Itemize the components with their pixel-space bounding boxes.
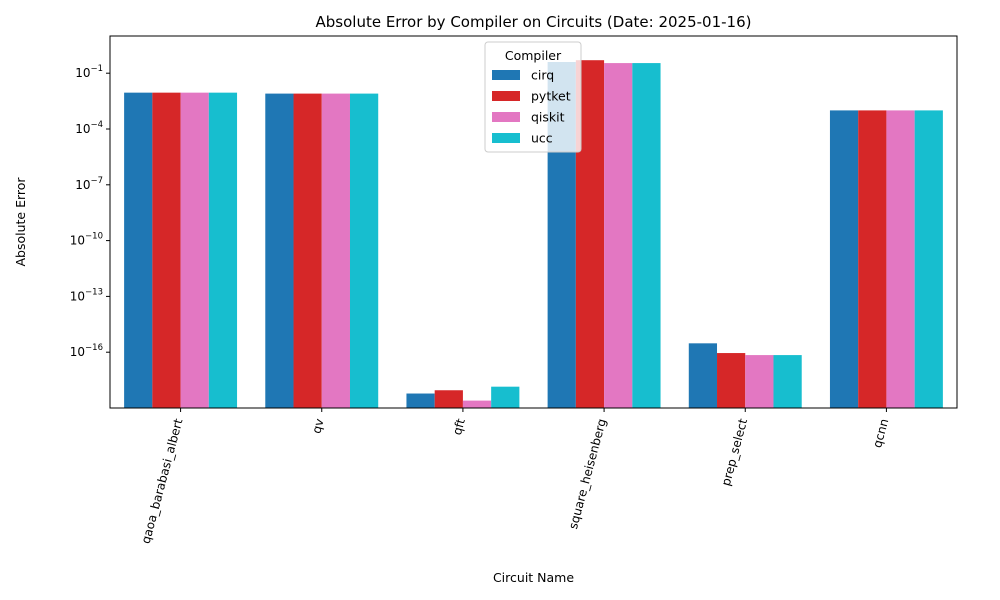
y-tick-label: 10−13 xyxy=(70,287,103,303)
bar-cirq-qv xyxy=(265,93,294,408)
y-tick-label: 10−10 xyxy=(70,232,103,248)
legend-label-ucc: ucc xyxy=(531,131,553,146)
plot-frame xyxy=(109,35,958,409)
legend-swatch-ucc xyxy=(492,133,520,143)
legend-items: cirq pytket qiskit ucc xyxy=(492,68,571,146)
bar-pytket-qaoa_barabasi_albert xyxy=(152,92,181,408)
x-tick-label: qaoa_barabasi_albert xyxy=(139,417,186,545)
bar-pytket-qft xyxy=(434,390,463,408)
x-tick-label: square_heisenberg xyxy=(566,417,609,531)
legend-label-cirq: cirq xyxy=(531,68,554,83)
bar-qiskit-prep_select xyxy=(745,355,774,408)
bar-qiskit-qcnn xyxy=(886,110,915,409)
x-tick-label: prep_select xyxy=(719,417,750,488)
bar-ucc-qft xyxy=(491,386,520,408)
bar-ucc-qv xyxy=(349,93,379,408)
bar-qiskit-square_heisenberg xyxy=(604,63,633,409)
bar-cirq-qft xyxy=(406,393,435,408)
legend-swatch-qiskit xyxy=(492,112,520,122)
legend-label-qiskit: qiskit xyxy=(531,110,565,125)
bar-pytket-qv xyxy=(293,93,322,408)
legend-title: Compiler xyxy=(505,48,562,63)
chart-title: Absolute Error by Compiler on Circuits (… xyxy=(316,13,752,31)
bar-cirq-prep_select xyxy=(688,343,718,408)
bar-ucc-qaoa_barabasi_albert xyxy=(208,92,238,408)
bar-pytket-prep_select xyxy=(717,353,746,408)
bar-pytket-qcnn xyxy=(858,110,887,409)
y-axis-ticks: 10−1 10−4 10−7 10−10 10−13 10−16 xyxy=(70,64,110,359)
legend-label-pytket: pytket xyxy=(531,89,571,104)
legend-swatch-pytket xyxy=(492,91,520,101)
bar-qiskit-qft xyxy=(462,400,492,408)
bar-qiskit-qaoa_barabasi_albert xyxy=(180,92,209,408)
bar-cirq-qcnn xyxy=(829,110,859,409)
bar-cirq-qaoa_barabasi_albert xyxy=(124,92,153,408)
y-tick-label: 10−4 xyxy=(75,120,103,136)
x-tick-label: qft xyxy=(450,417,468,437)
legend-swatch-cirq xyxy=(492,70,520,80)
bar-ucc-square_heisenberg xyxy=(632,63,661,409)
x-tick-label: qv xyxy=(309,417,326,435)
bar-qiskit-qv xyxy=(321,93,350,408)
x-axis-ticks: qaoa_barabasi_albert qv qft square_heisenbe… xyxy=(139,408,891,545)
y-tick-label: 10−7 xyxy=(75,176,103,192)
bar-ucc-prep_select xyxy=(773,355,802,408)
legend-box xyxy=(484,41,582,153)
y-axis-title: Absolute Error xyxy=(13,177,28,267)
legend: Compiler cirq pytket qiskit ucc xyxy=(484,41,582,153)
x-axis-title: Circuit Name xyxy=(493,570,574,585)
y-tick-label: 10−1 xyxy=(75,64,103,80)
bar-ucc-qcnn xyxy=(914,110,943,409)
x-tick-label: qcnn xyxy=(870,417,891,449)
y-tick-label: 10−16 xyxy=(70,343,103,359)
